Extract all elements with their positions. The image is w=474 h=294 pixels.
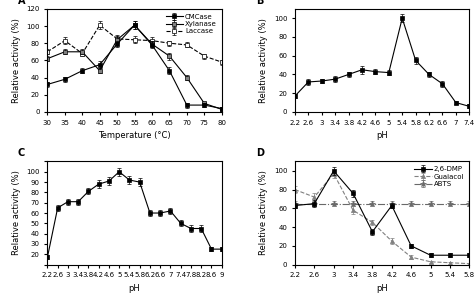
Legend: CMCase, Xylanase, Laccase: CMCase, Xylanase, Laccase	[164, 12, 218, 36]
Y-axis label: Relative activity (%): Relative activity (%)	[259, 171, 268, 255]
Text: B: B	[256, 0, 264, 6]
X-axis label: pH: pH	[376, 131, 388, 140]
Text: A: A	[18, 0, 25, 6]
Y-axis label: Relative activity (%): Relative activity (%)	[12, 171, 21, 255]
Y-axis label: Relative activity (%): Relative activity (%)	[259, 18, 268, 103]
Legend: 2,6-DMP, Guaiacol, ABTS: 2,6-DMP, Guaiacol, ABTS	[413, 165, 466, 188]
Text: C: C	[18, 148, 25, 158]
X-axis label: pH: pH	[376, 284, 388, 293]
Y-axis label: Relative activity (%): Relative activity (%)	[12, 18, 21, 103]
Text: D: D	[256, 148, 264, 158]
X-axis label: pH: pH	[128, 284, 140, 293]
X-axis label: Temperature (°C): Temperature (°C)	[98, 131, 171, 140]
